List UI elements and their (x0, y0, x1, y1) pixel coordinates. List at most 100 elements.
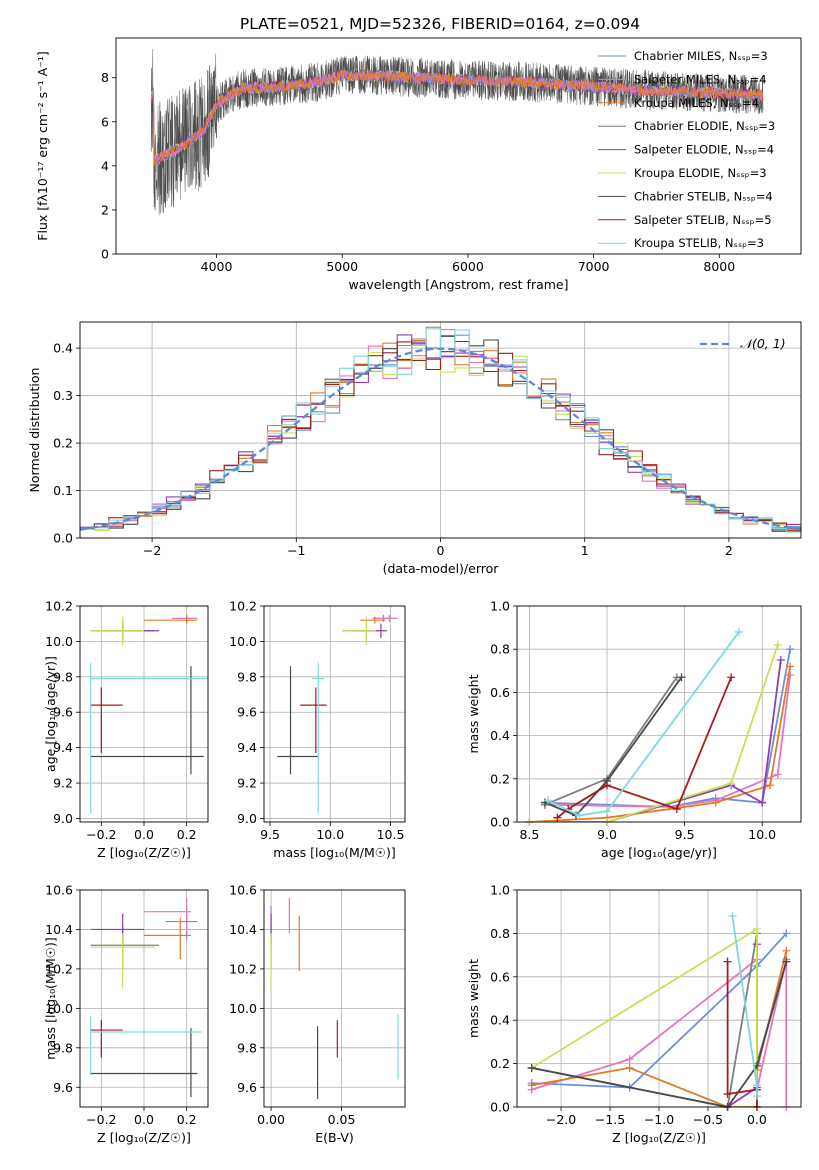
y-tick-label: 0.6 (490, 685, 510, 700)
legend-label: Kroupa STELIB, Nₛₛₚ=3 (634, 236, 764, 250)
y-axis-label: age [log₁₀(age/yr)] (43, 656, 58, 772)
figure-title: PLATE=0521, MJD=52326, FIBERID=0164, z=0… (240, 15, 640, 33)
axes-frame (516, 889, 802, 1108)
y-tick-label: 0.1 (53, 483, 73, 498)
x-tick-label: 0 (437, 543, 445, 558)
x-axis-label: (data-model)/error (383, 561, 500, 576)
x-tick-label: 0.0 (134, 1112, 154, 1127)
x-tick-label: 0.05 (328, 1112, 356, 1127)
y-tick-label: 4 (101, 158, 109, 173)
x-tick-label: −2.0 (546, 1112, 576, 1127)
x-tick-label: −0.2 (86, 1112, 116, 1127)
spectrum-panel: 4000 5000 6000 7000 8000 0 2 4 6 8 wavelength [Ang… (35, 37, 802, 292)
plus-marker (776, 656, 785, 664)
y-tick-label: 8 (101, 70, 109, 85)
y-tick-label: 9.0 (53, 811, 73, 826)
x-tick-label: 0.2 (177, 1112, 197, 1127)
x-tick-label: 4000 (201, 259, 233, 274)
x-tick-label: 10.0 (748, 827, 776, 842)
y-tick-label: 0.2 (490, 771, 510, 786)
plus-marker (672, 805, 681, 814)
x-tick-label: 2 (725, 543, 733, 558)
legend-label: Kroupa ELODIE, Nₛₛₚ=3 (634, 166, 767, 180)
y-tick-label: 10.0 (45, 1001, 73, 1016)
x-tick-label: 6000 (452, 259, 484, 274)
y-tick-label: 9.2 (237, 776, 257, 791)
y-tick-label: 0.8 (490, 926, 510, 941)
plus-marker (544, 796, 553, 805)
x-tick-label: 10.5 (377, 827, 405, 842)
mass-metallicity-panel: −0.2 0.0 0.2 9.6 9.8 10.0 10.2 10.4 10.6 Z [log₁₀… (43, 883, 209, 1145)
x-tick-label: 9.5 (675, 827, 695, 842)
x-axis-label: Z [log₁₀(Z/Z☉)] (97, 845, 191, 860)
plus-marker (723, 1089, 732, 1098)
plus-marker (752, 1081, 761, 1090)
plus-marker (782, 957, 791, 966)
plus-marker (752, 1092, 761, 1101)
plus-marker (765, 781, 774, 790)
legend-label: Chabrier ELODIE, Nₛₛₚ=3 (634, 119, 775, 133)
plus-marker (728, 912, 737, 921)
gaussian-curve (80, 347, 801, 531)
y-tick-label: 9.0 (237, 811, 257, 826)
y-tick-label: 0.8 (490, 642, 510, 657)
x-tick-label: 8.5 (519, 827, 539, 842)
x-tick-label: 9.0 (597, 827, 617, 842)
age-mass-panel: 9.5 10.0 10.5 9.0 9.2 9.4 9.6 9.8 10.0 10.2 mass [… (229, 599, 406, 860)
y-axis-label: mass weight (466, 674, 481, 753)
plus-marker (527, 1081, 536, 1090)
y-tick-label: 1.0 (490, 599, 510, 614)
y-tick-label: 9.8 (237, 669, 257, 684)
plus-marker (711, 798, 720, 807)
plus-marker (773, 640, 782, 649)
y-tick-label: 10.6 (229, 883, 257, 898)
plus-marker (553, 813, 562, 822)
y-tick-label: 0.2 (490, 1056, 510, 1071)
plus-marker (603, 781, 612, 790)
series-line-salpeter-elodie (531, 944, 758, 1107)
mass-weight-age-panel: 8.5 9.0 9.5 10.0 0.0 0.2 0.4 0.6 0.8 1.0 age [log₁… (466, 599, 802, 860)
y-tick-label: 9.8 (53, 669, 73, 684)
legend-label: Chabrier MILES, Nₛₛₚ=3 (634, 49, 768, 63)
y-tick-label: 10.2 (45, 599, 73, 614)
y-tick-label: 1.0 (490, 883, 510, 898)
plus-marker (773, 770, 782, 779)
series-line-kroupa-stelib (547, 631, 740, 817)
y-tick-label: 9.8 (53, 1040, 73, 1055)
mass-weight-metallicity-panel: −2.0 −1.5 −1.0 −0.5 0.0 0.0 0.2 0.4 0.6 0.8 1.0 Z [… (466, 883, 802, 1145)
plus-marker (723, 957, 732, 966)
y-tick-label: 6 (101, 114, 109, 129)
series-line-chabrier-miles (531, 932, 787, 1089)
x-tick-label: 1 (581, 543, 589, 558)
x-tick-label: 0.2 (177, 827, 197, 842)
x-axis-label: wavelength [Angstrom, rest frame] (348, 277, 568, 292)
spectrum-line-salpeter-miles (150, 69, 764, 166)
plus-marker (727, 779, 736, 788)
x-tick-label: 10.0 (316, 827, 344, 842)
series-line-kroupa-elodie (531, 927, 758, 1107)
plus-marker (625, 1055, 634, 1064)
y-axis-label: mass [log₁₀(M/M☉)] (43, 937, 58, 1059)
series-line-salpeter-elodie (529, 659, 782, 822)
legend-label: Chabrier STELIB, Nₛₛₚ=4 (634, 189, 773, 203)
x-tick-label: −1 (287, 543, 305, 558)
plus-marker (786, 662, 795, 671)
age-metallicity-panel: −0.2 0.0 0.2 9.0 9.2 9.4 9.6 9.8 10.0 10.2 Z [log₁… (43, 599, 209, 860)
y-tick-label: 0.0 (490, 815, 510, 830)
y-tick-label: 10.4 (45, 922, 73, 937)
x-axis-label: Z [log₁₀(Z/Z☉)] (97, 1130, 191, 1145)
y-tick-label: 0.4 (490, 728, 510, 743)
y-tick-label: 10.2 (45, 961, 73, 976)
legend-label: 𝒩(0, 1) (740, 336, 786, 351)
y-tick-label: 9.2 (53, 776, 73, 791)
y-tick-label: 10.0 (229, 1001, 257, 1016)
y-axis-label: Normed distribution (27, 368, 42, 493)
y-tick-label: 9.6 (237, 705, 257, 720)
axes-frame (79, 889, 209, 1108)
x-tick-label: 8000 (703, 259, 735, 274)
y-tick-label: 0.6 (490, 969, 510, 984)
y-tick-label: 9.8 (237, 1040, 257, 1055)
plus-marker (786, 645, 795, 654)
plus-marker (603, 807, 612, 816)
